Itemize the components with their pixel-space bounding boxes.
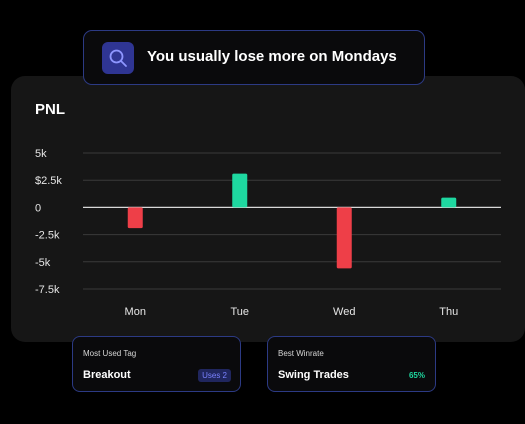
x-tick-label: Mon	[125, 306, 146, 318]
card-value: Breakout	[83, 369, 131, 381]
x-tick-label: Wed	[333, 306, 355, 318]
x-tick-label: Thu	[439, 306, 458, 318]
bar-thu[interactable]	[441, 197, 457, 208]
bar-tue[interactable]	[232, 173, 248, 208]
card-value: Swing Trades	[278, 369, 349, 381]
y-tick-label: 0	[35, 202, 41, 214]
best-winrate-card[interactable]: Best Winrate Swing Trades 65%	[267, 336, 436, 392]
insight-banner: You usually lose more on Mondays	[83, 30, 425, 85]
winrate-percent: 65%	[408, 371, 425, 380]
y-tick-label: -7.5k	[35, 284, 60, 296]
x-tick-label: Tue	[230, 306, 249, 318]
uses-badge: Uses 2	[198, 369, 231, 382]
most-used-tag-card[interactable]: Most Used Tag Breakout Uses 2	[72, 336, 241, 392]
insight-message: You usually lose more on Mondays	[147, 48, 397, 65]
y-tick-label: -5k	[35, 257, 51, 269]
panel-title: PNL	[35, 101, 65, 118]
y-tick-label: -2.5k	[35, 230, 60, 242]
search-icon	[102, 42, 134, 74]
card-label: Most Used Tag	[83, 349, 137, 358]
bar-mon[interactable]	[127, 207, 143, 229]
y-tick-label: 5k	[35, 148, 47, 160]
y-tick-label: $2.5k	[35, 175, 62, 187]
pnl-panel	[11, 76, 525, 342]
bar-wed[interactable]	[336, 207, 352, 269]
card-label: Best Winrate	[278, 349, 324, 358]
